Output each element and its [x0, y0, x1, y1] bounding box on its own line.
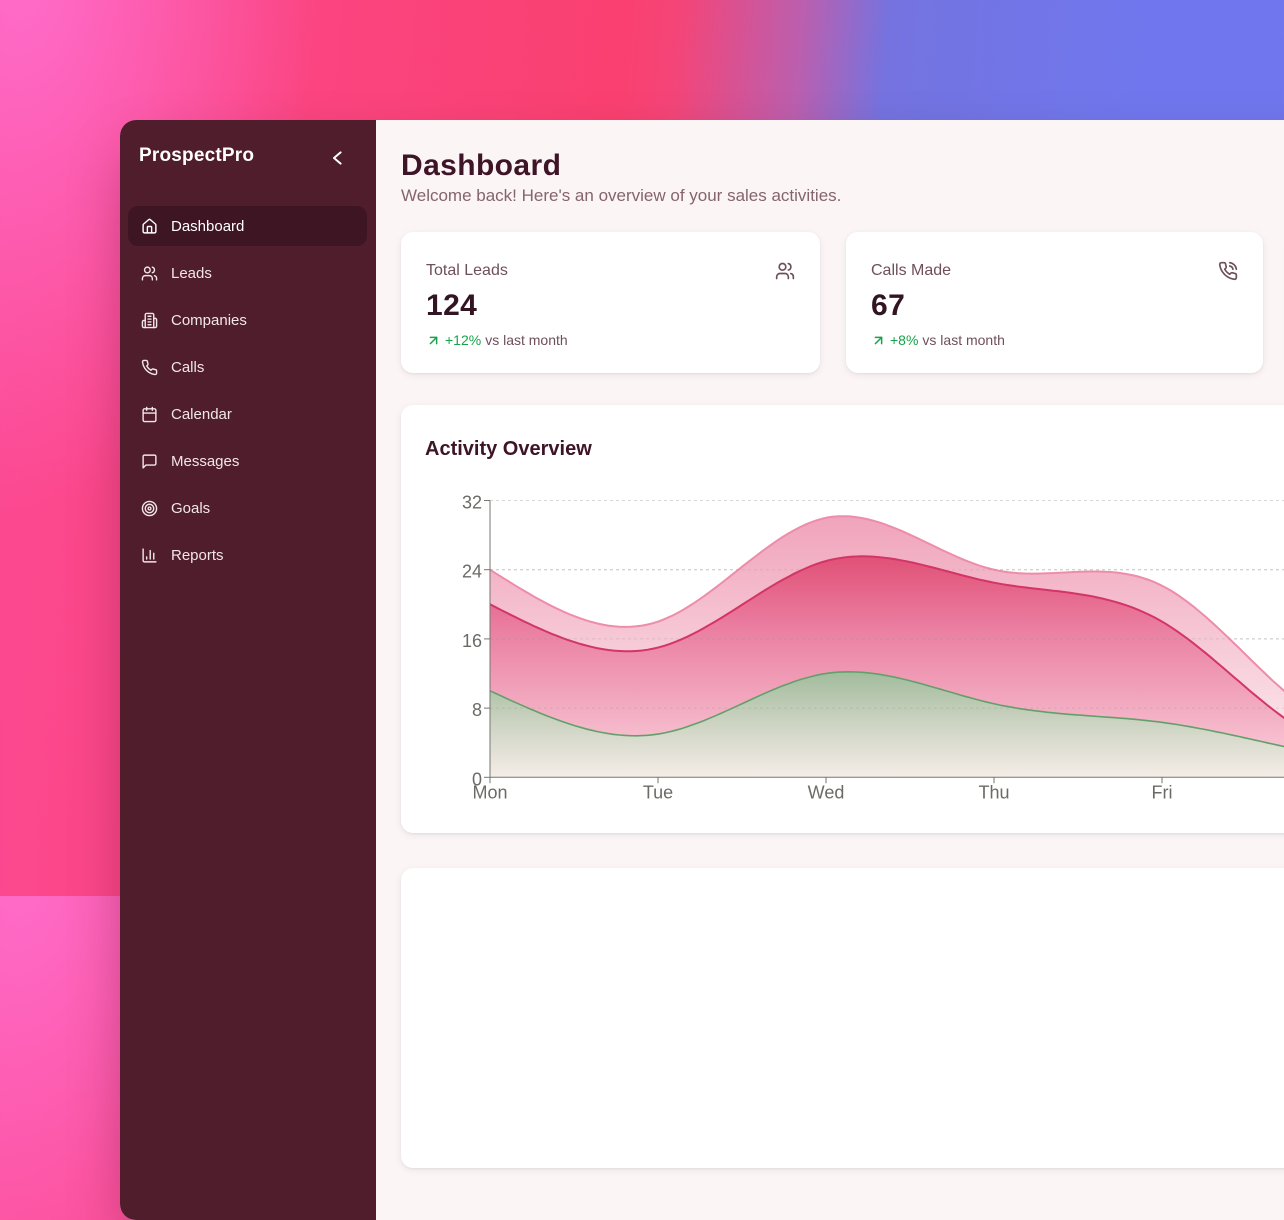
svg-text:Mon: Mon: [472, 783, 507, 803]
svg-text:0: 0: [472, 769, 482, 789]
svg-text:Thu: Thu: [978, 783, 1009, 803]
svg-text:32: 32: [462, 493, 482, 513]
svg-text:16: 16: [462, 631, 482, 651]
svg-text:24: 24: [462, 562, 482, 582]
svg-text:Wed: Wed: [808, 783, 845, 803]
svg-text:Tue: Tue: [643, 783, 673, 803]
svg-text:Fri: Fri: [1152, 783, 1173, 803]
svg-text:8: 8: [472, 700, 482, 720]
